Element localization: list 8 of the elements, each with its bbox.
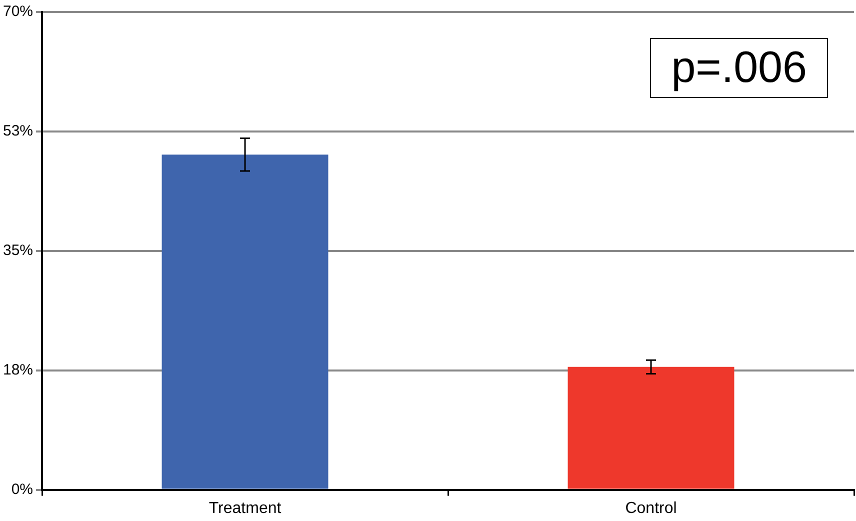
x-tick-label: Treatment [208,500,282,517]
y-tick-label: 0% [11,480,34,498]
x-tick-label: Control [625,500,677,517]
y-tick-label: 18% [2,361,34,378]
y-tick-label: 53% [2,122,34,140]
y-tick-label: 70% [2,3,34,20]
y-tick-label: 35% [2,242,34,260]
annotation: p=.006 [650,38,828,98]
